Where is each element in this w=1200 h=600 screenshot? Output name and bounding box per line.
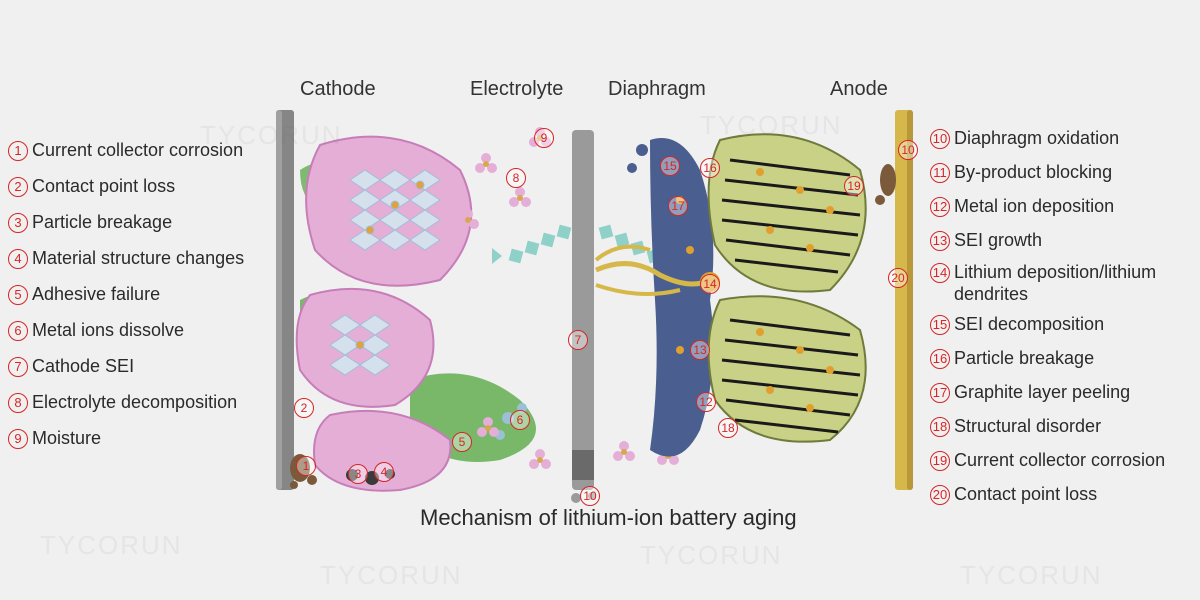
legend-item: 3Particle breakage <box>8 212 172 233</box>
legend-text: Material structure changes <box>32 248 244 269</box>
diagram-marker: 19 <box>844 176 864 196</box>
header-electrolyte: Electrolyte <box>470 78 563 101</box>
legend-number: 16 <box>930 349 950 369</box>
legend-text: By-product blocking <box>954 162 1112 183</box>
legend-number: 9 <box>8 429 28 449</box>
legend-text: Contact point loss <box>954 484 1097 505</box>
legend-text: Metal ions dissolve <box>32 320 184 341</box>
legend-text: Particle breakage <box>32 212 172 233</box>
legend-item: 1Current collector corrosion <box>8 140 243 161</box>
diagram-marker: 8 <box>506 168 526 188</box>
legend-number: 2 <box>8 177 28 197</box>
legend-item: 8Electrolyte decomposition <box>8 392 237 413</box>
legend-number: 5 <box>8 285 28 305</box>
legend-number: 7 <box>8 357 28 377</box>
legend-item: 18Structural disorder <box>930 416 1101 437</box>
diagram-marker: 16 <box>700 158 720 178</box>
legend-text: Current collector corrosion <box>954 450 1165 471</box>
legend-text: Current collector corrosion <box>32 140 243 161</box>
legend-number: 3 <box>8 213 28 233</box>
legend-text: Diaphragm oxidation <box>954 128 1119 149</box>
legend-item: 12Metal ion deposition <box>930 196 1114 217</box>
legend-item: 6Metal ions dissolve <box>8 320 184 341</box>
legend-item: 17Graphite layer peeling <box>930 382 1130 403</box>
diagram-marker: 3 <box>348 464 368 484</box>
legend-item: 14Lithium deposition/lithium <box>930 262 1156 283</box>
diagram-marker: 18 <box>718 418 738 438</box>
legend-text: SEI decomposition <box>954 314 1104 335</box>
legend-text: Moisture <box>32 428 101 449</box>
legend-text: SEI growth <box>954 230 1042 251</box>
legend-item: 16Particle breakage <box>930 348 1094 369</box>
diagram-marker: 5 <box>452 432 472 452</box>
legend-text: dendrites <box>954 284 1028 305</box>
legend-number: 13 <box>930 231 950 251</box>
legend-number: 19 <box>930 451 950 471</box>
legend-text: Structural disorder <box>954 416 1101 437</box>
legend-text: Electrolyte decomposition <box>32 392 237 413</box>
legend-number: 15 <box>930 315 950 335</box>
legend-text: Contact point loss <box>32 176 175 197</box>
diagram-marker: 4 <box>374 462 394 482</box>
legend-item: 20Contact point loss <box>930 484 1097 505</box>
diagram-marker: 7 <box>568 330 588 350</box>
legend-item: 19Current collector corrosion <box>930 450 1165 471</box>
header-anode: Anode <box>830 78 888 101</box>
legend-number: 10 <box>930 129 950 149</box>
legend-item: 11By-product blocking <box>930 162 1112 183</box>
diagram-marker: 10 <box>898 140 918 160</box>
legend-item: 15SEI decomposition <box>930 314 1104 335</box>
legend-text: Graphite layer peeling <box>954 382 1130 403</box>
diagram-marker: 6 <box>510 410 530 430</box>
legend-item: dendrites <box>954 284 1028 305</box>
legend-number: 14 <box>930 263 950 283</box>
legend-item: 13SEI growth <box>930 230 1042 251</box>
legend-number: 17 <box>930 383 950 403</box>
header-diaphragm: Diaphragm <box>608 78 706 101</box>
legend-number: 1 <box>8 141 28 161</box>
legend-item: 10Diaphragm oxidation <box>930 128 1119 149</box>
legend-number: 18 <box>930 417 950 437</box>
legend-number: 6 <box>8 321 28 341</box>
diagram-marker: 15 <box>660 156 680 176</box>
diagram-marker: 9 <box>534 128 554 148</box>
legend-text: Particle breakage <box>954 348 1094 369</box>
legend-text: Cathode SEI <box>32 356 134 377</box>
diagram-marker: 2 <box>294 398 314 418</box>
diagram-caption: Mechanism of lithium-ion battery aging <box>420 505 797 531</box>
cathode-particle <box>297 137 472 491</box>
legend-text: Metal ion deposition <box>954 196 1114 217</box>
legend-number: 8 <box>8 393 28 413</box>
legend-item: 7Cathode SEI <box>8 356 134 377</box>
diagram-marker: 1 <box>296 456 316 476</box>
diagram-marker: 10 <box>580 486 600 506</box>
legend-item: 4Material structure changes <box>8 248 244 269</box>
legend-item: 2Contact point loss <box>8 176 175 197</box>
legend-number: 11 <box>930 163 950 183</box>
diagram-marker: 17 <box>668 196 688 216</box>
legend-number: 20 <box>930 485 950 505</box>
diagram-marker: 14 <box>700 274 720 294</box>
legend-number: 4 <box>8 249 28 269</box>
legend-item: 5Adhesive failure <box>8 284 160 305</box>
diagram-marker: 12 <box>696 392 716 412</box>
legend-text: Adhesive failure <box>32 284 160 305</box>
legend-number: 12 <box>930 197 950 217</box>
diagram-marker: 13 <box>690 340 710 360</box>
diagram-marker: 20 <box>888 268 908 288</box>
legend-item: 9Moisture <box>8 428 101 449</box>
electrolyte-molecules <box>457 127 679 469</box>
legend-text: Lithium deposition/lithium <box>954 262 1156 283</box>
header-cathode: Cathode <box>300 78 376 101</box>
